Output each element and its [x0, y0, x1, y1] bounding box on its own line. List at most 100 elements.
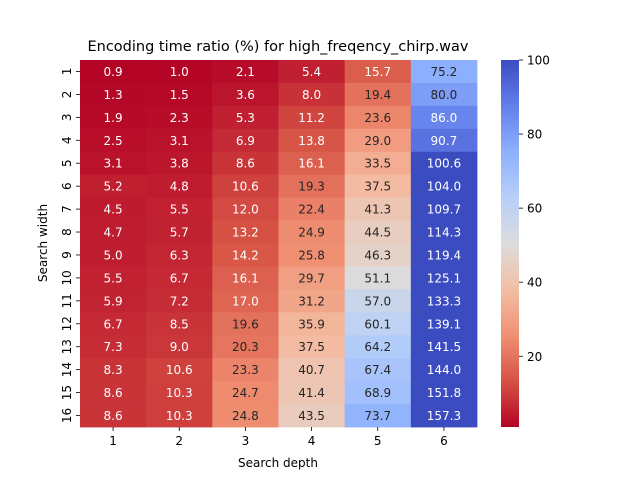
x-tick-label: 6	[440, 434, 448, 448]
heatmap-cell	[278, 266, 346, 290]
colorbar: 20 40 60 80 100	[501, 54, 550, 427]
heatmap-cell	[344, 243, 412, 267]
heatmap-cell	[410, 197, 478, 221]
heatmap-cell	[410, 105, 478, 130]
heatmap-cell	[410, 312, 478, 336]
cell-value-label: 8.0	[302, 88, 321, 102]
cell-value-label: 114.3	[427, 226, 461, 240]
y-tick-label: 1	[60, 68, 74, 76]
colorbar-tick-label: 20	[527, 350, 542, 364]
heatmap-cell	[146, 60, 213, 84]
heatmap-cell	[344, 105, 412, 130]
heatmap-cell	[212, 82, 279, 107]
cell-value-label: 44.5	[364, 226, 391, 240]
heatmap-cell	[212, 197, 279, 221]
y-tick-label: 6	[60, 182, 74, 190]
cell-value-label: 22.4	[298, 203, 325, 217]
cell-value-label: 10.6	[166, 363, 193, 377]
cell-value-label: 24.8	[232, 409, 259, 423]
cell-value-label: 4.7	[104, 226, 123, 240]
colorbar-gradient	[501, 60, 519, 427]
cell-value-label: 13.8	[298, 134, 325, 148]
cell-value-label: 19.4	[364, 88, 391, 102]
heatmap-cell	[80, 197, 147, 221]
cell-value-label: 46.3	[364, 248, 391, 262]
cell-value-label: 2.3	[170, 111, 189, 125]
heatmap-cell	[212, 220, 279, 244]
cell-value-label: 1.9	[104, 111, 123, 125]
heatmap-cell	[344, 266, 412, 290]
heatmap-cell	[344, 404, 412, 428]
cell-value-label: 37.5	[298, 340, 325, 354]
heatmap-cell	[278, 312, 346, 336]
heatmap-cell	[212, 128, 279, 153]
heatmap-cell	[80, 358, 147, 382]
cell-value-label: 144.0	[427, 363, 461, 377]
heatmap-cell	[278, 60, 346, 84]
cell-value-label: 133.3	[427, 294, 461, 308]
x-tick-label: 2	[175, 434, 183, 448]
heatmap-cell	[212, 174, 279, 199]
heatmap-cell	[80, 289, 147, 313]
x-tick-label: 1	[109, 434, 117, 448]
heatmap-cell	[344, 151, 412, 176]
y-tick-label: 9	[60, 251, 74, 259]
heatmap-cell	[344, 174, 412, 199]
cell-value-label: 1.0	[170, 65, 189, 79]
heatmap-cell	[80, 128, 147, 153]
cell-value-label: 29.0	[364, 134, 391, 148]
heatmap-cell	[212, 312, 279, 336]
heatmap-cell	[212, 404, 279, 428]
heatmap-cell	[344, 358, 412, 382]
heatmap-cell	[344, 335, 412, 359]
x-tick-label: 3	[242, 434, 250, 448]
heatmap-cell	[146, 197, 213, 221]
heatmap-cell	[278, 335, 346, 359]
y-tick-label: 4	[60, 136, 74, 144]
cell-value-label: 12.0	[232, 203, 259, 217]
cell-value-label: 16.1	[232, 271, 259, 285]
cell-value-label: 5.7	[170, 226, 189, 240]
cell-value-label: 8.6	[104, 409, 123, 423]
x-axis-label: Search depth	[238, 456, 318, 470]
cell-value-label: 6.7	[170, 271, 189, 285]
heatmap-cell	[80, 220, 147, 244]
cell-value-label: 2.5	[104, 134, 123, 148]
heatmap-cell	[410, 174, 478, 199]
cell-value-label: 151.8	[427, 386, 461, 400]
cell-value-label: 90.7	[431, 134, 458, 148]
heatmap-cell	[344, 312, 412, 336]
cell-value-label: 9.0	[170, 340, 189, 354]
cell-value-label: 141.5	[427, 340, 461, 354]
y-tick-label: 12	[60, 316, 74, 331]
cell-value-label: 3.8	[170, 157, 189, 171]
heatmap-cell	[410, 358, 478, 382]
heatmap-cell	[80, 266, 147, 290]
cell-value-label: 41.4	[298, 386, 325, 400]
cell-value-label: 7.3	[104, 340, 123, 354]
cell-value-label: 6.7	[104, 317, 123, 331]
y-axis-label: Search width	[36, 204, 50, 282]
cell-value-label: 8.3	[104, 363, 123, 377]
cell-value-label: 4.8	[170, 180, 189, 194]
heatmap-cell	[278, 151, 346, 176]
heatmap-cell	[212, 266, 279, 290]
cell-value-label: 51.1	[364, 271, 391, 285]
heatmap-cell	[278, 197, 346, 221]
cell-value-label: 80.0	[431, 88, 458, 102]
heatmap-cell	[278, 289, 346, 313]
heatmap-cell	[80, 82, 147, 107]
heatmap-cell	[146, 358, 213, 382]
cell-value-label: 67.4	[364, 363, 391, 377]
y-tick-label: 14	[60, 362, 74, 377]
heatmap-cell	[80, 174, 147, 199]
cell-value-label: 37.5	[364, 180, 391, 194]
cell-value-label: 8.5	[170, 317, 189, 331]
y-tick-label: 3	[60, 114, 74, 122]
heatmap-cell	[146, 312, 213, 336]
heatmap-cell	[410, 266, 478, 290]
cell-value-label: 104.0	[427, 180, 461, 194]
cell-value-label: 40.7	[298, 363, 325, 377]
y-tick-label: 13	[60, 339, 74, 354]
heatmap-cell	[344, 289, 412, 313]
